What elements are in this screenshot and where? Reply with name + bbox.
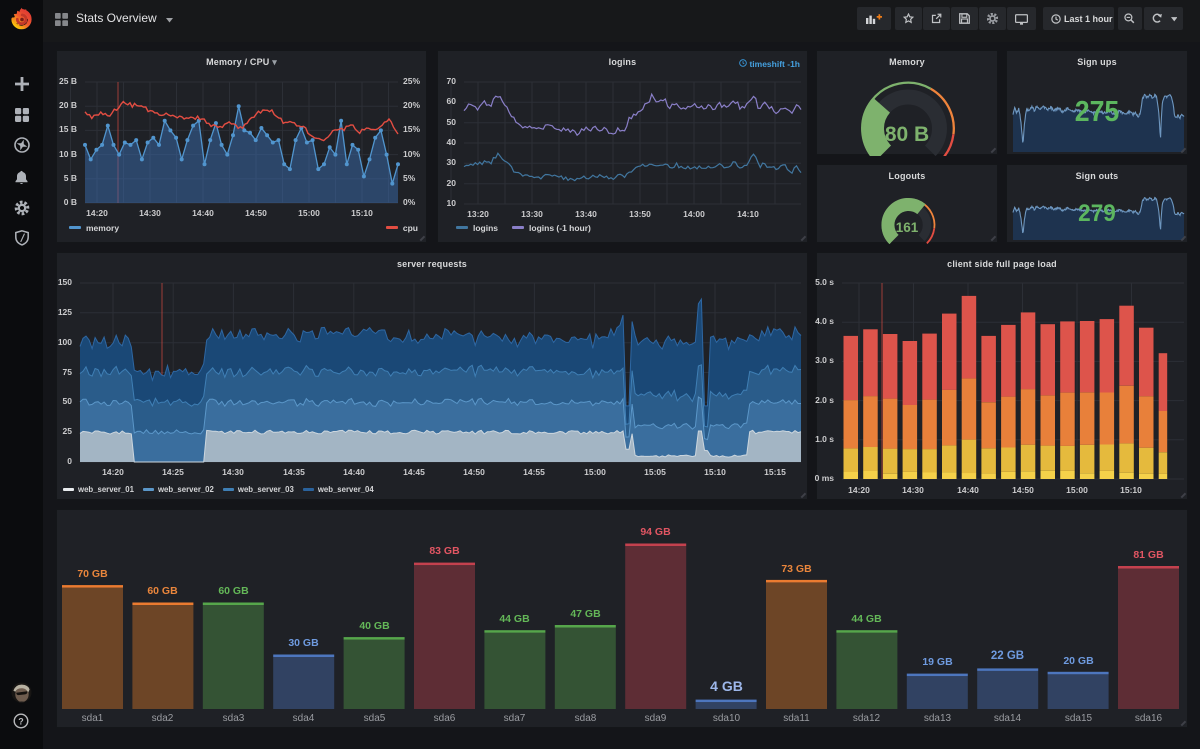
svg-text:?: ? (18, 716, 23, 726)
